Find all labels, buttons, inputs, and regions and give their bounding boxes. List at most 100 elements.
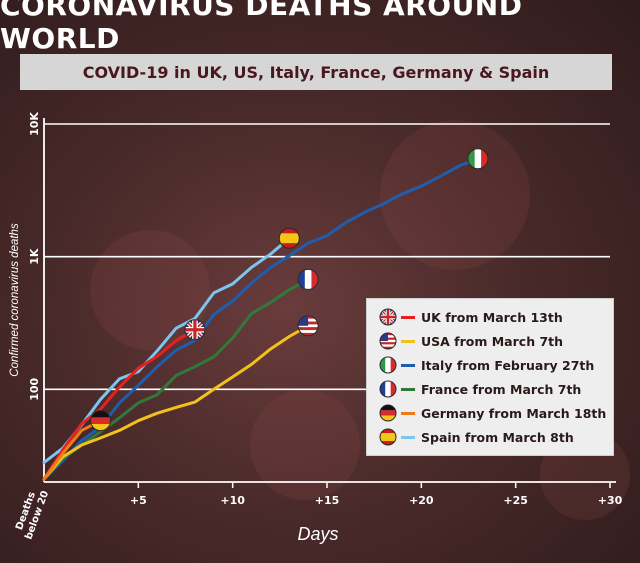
usa-flag-icon	[298, 315, 319, 336]
germany-flag-ring	[379, 404, 397, 422]
data-point-italy	[174, 349, 178, 352]
y-tick-label: 100	[28, 377, 41, 400]
x-tick-label: +15	[315, 494, 340, 507]
data-point-spain	[174, 326, 178, 330]
y-tick-label: 1K	[28, 248, 41, 265]
data-point-usa	[288, 335, 291, 338]
series-line-italy	[42, 157, 480, 481]
data-point-italy	[420, 184, 423, 188]
data-point-france	[174, 374, 178, 377]
data-point-germany	[61, 451, 65, 455]
data-point-italy	[137, 384, 140, 387]
data-point-italy	[156, 365, 159, 368]
data-point-uk	[137, 367, 140, 370]
data-point-italy	[325, 234, 329, 237]
spain-flag-icon	[380, 429, 396, 445]
legend-flag-uk	[379, 308, 397, 326]
data-point-france	[212, 355, 215, 359]
legend-swatch	[401, 339, 415, 343]
data-point-usa	[269, 347, 272, 351]
data-point-italy	[118, 401, 121, 405]
data-point-germany	[80, 429, 83, 432]
data-point-usa	[118, 429, 121, 432]
legend-label: Italy from February 27th	[421, 357, 595, 373]
data-point-italy	[250, 281, 253, 285]
data-point-usa	[193, 400, 197, 404]
x-tick-label: +30	[598, 494, 623, 507]
data-point-spain	[42, 461, 46, 464]
legend-swatch	[401, 435, 415, 439]
uk-flag-ring	[379, 308, 397, 326]
data-point-italy	[401, 192, 404, 195]
usa-flag-ring	[379, 332, 397, 350]
virus-background	[380, 120, 530, 270]
legend-label: UK from March 13th	[421, 309, 563, 325]
data-point-usa	[212, 388, 215, 391]
subtitle: COVID-19 in UK, US, Italy, France, Germa…	[82, 62, 550, 82]
usa-flag-ring	[297, 315, 319, 337]
x-axis-title: Days	[297, 524, 338, 544]
y-axis-title: Confirmed coronavirus deaths	[9, 223, 21, 377]
data-point-usa	[250, 363, 253, 366]
data-point-uk	[99, 407, 102, 411]
data-point-germany	[42, 477, 46, 481]
legend-swatch	[401, 363, 415, 367]
legend-label: Spain from March 8th	[421, 429, 574, 445]
legend-label: France from March 7th	[421, 381, 582, 397]
series-line-germany	[42, 419, 103, 481]
data-point-france	[269, 301, 272, 304]
legend-item-france: France from March 7th	[379, 377, 581, 401]
spain-flag-icon	[279, 228, 300, 249]
legend-item-spain: Spain from March 8th	[379, 425, 574, 449]
italy-flag-icon	[380, 357, 396, 373]
legend-item-usa: USA from March 7th	[379, 329, 563, 353]
germany-flag-ring	[90, 410, 112, 432]
data-point-usa	[156, 412, 159, 415]
data-point-spain	[212, 291, 215, 295]
legend-label: USA from March 7th	[421, 333, 564, 349]
germany-flag-icon	[90, 410, 111, 431]
legend: UK from March 13th USA from March 7th Ital…	[366, 298, 614, 456]
series-line-france	[42, 277, 310, 481]
y-tick-label: 10K	[28, 112, 41, 136]
data-point-spain	[231, 282, 234, 286]
data-point-uk	[156, 355, 159, 358]
data-point-spain	[269, 253, 272, 256]
data-point-france	[231, 336, 234, 340]
data-point-italy	[382, 202, 385, 205]
legend-item-germany: Germany from March 18th	[379, 401, 606, 425]
legend-swatch	[401, 315, 415, 319]
data-point-france	[250, 312, 253, 315]
subtitle-bar: COVID-19 in UK, US, Italy, France, Germa…	[20, 54, 612, 90]
uk-flag-ring	[184, 319, 206, 341]
data-point-france	[193, 365, 197, 368]
data-point-uk	[174, 339, 178, 342]
spain-flag-ring	[278, 227, 300, 249]
data-point-italy	[457, 164, 461, 168]
legend-flag-spain	[379, 428, 397, 446]
spain-flag-ring	[379, 428, 397, 446]
france-flag-ring	[297, 268, 319, 290]
x-tick-label: +10	[220, 494, 245, 507]
france-flag-ring	[379, 380, 397, 398]
data-point-uk	[80, 422, 83, 425]
italy-flag-ring	[467, 148, 489, 170]
data-point-spain	[118, 377, 121, 380]
france-flag-icon	[380, 381, 396, 397]
data-point-italy	[363, 211, 366, 214]
legend-flag-france	[379, 380, 397, 398]
legend-flag-germany	[379, 404, 397, 422]
legend-swatch	[401, 411, 415, 415]
italy-flag-icon	[467, 148, 488, 169]
x-tick-label: +5	[130, 494, 147, 507]
usa-flag-icon	[380, 333, 396, 349]
data-point-usa	[174, 406, 178, 409]
data-point-usa	[137, 419, 140, 422]
data-point-spain	[193, 317, 197, 320]
uk-flag-icon	[184, 319, 205, 340]
legend-flag-usa	[379, 332, 397, 350]
data-point-france	[288, 288, 291, 292]
